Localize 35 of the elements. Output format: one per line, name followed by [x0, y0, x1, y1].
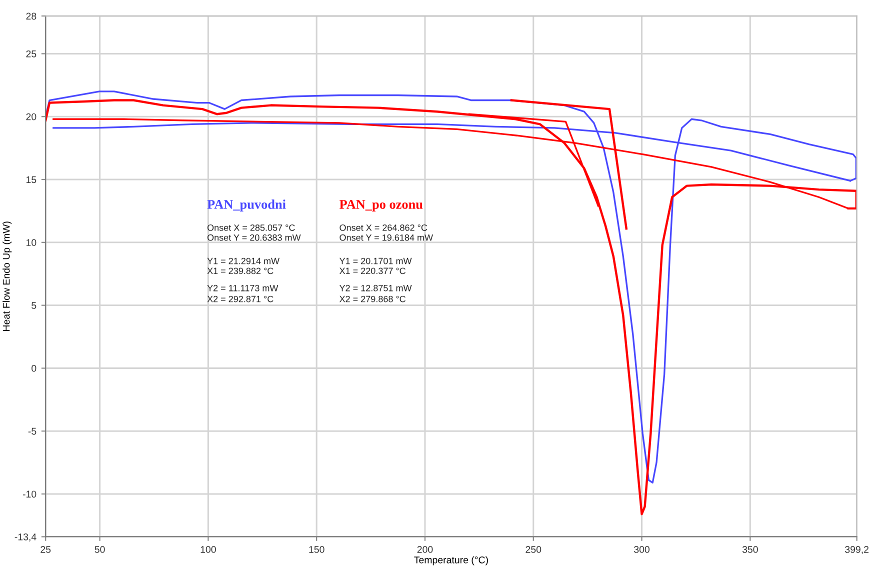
annotation: Onset Y = 20.6383 mW [207, 234, 301, 241]
x-axis-title: Temperature (°C) [414, 556, 488, 566]
x-tick-label: 50 [94, 546, 105, 553]
x-tick-label: 399,2 [845, 546, 869, 554]
y-axis-title: Heat Flow Endo Up (mW) [2, 222, 12, 331]
text: PAN_po ozonu [339, 200, 423, 212]
annotation: Onset X = 285.057 °C [207, 224, 295, 231]
y-tick-label: 15 [26, 176, 36, 184]
annotation: X1 = 239.882 °C [207, 268, 274, 274]
annotation: X2 = 279.868 °C [339, 296, 406, 302]
x-tick-label: 200 [417, 546, 433, 553]
x-tick-label: 150 [309, 546, 324, 553]
annotation: Y2 = 11.1173 mW [207, 284, 278, 292]
annotation: Y2 = 12.8751 mW [339, 284, 412, 292]
y-tick-label: 25 [26, 50, 36, 58]
y-tick-label: 10 [26, 239, 36, 246]
annotation: Onset Y = 19.6184 mW [340, 234, 434, 241]
y-tick-label: -13,4 [14, 533, 36, 542]
y-tick-label: -10 [22, 490, 36, 498]
y-tick-label: 5 [32, 302, 36, 309]
y-tick-label: 28 [26, 12, 36, 20]
y-tick-label: 20 [26, 113, 36, 120]
x-tick-label: 350 [742, 546, 758, 553]
x-tick-label: 250 [526, 546, 542, 553]
x-tick-label: 300 [634, 546, 650, 553]
x-tick-label: 100 [200, 546, 216, 553]
annotation: Onset X = 264.862 °C [340, 224, 428, 231]
annotation: X1 = 220.377 °C [339, 268, 406, 274]
annotation: X2 = 292.871 °C [207, 296, 274, 302]
x-tick-label: 25 [40, 546, 51, 553]
y-tick-label: -5 [28, 428, 36, 435]
annotation: Y1 = 20.1701 mW [339, 258, 412, 264]
text: PAN_puvodni [207, 200, 286, 212]
annotation: Y1 = 21.2914 mW [207, 258, 280, 264]
y-tick-label: 0 [32, 364, 36, 372]
